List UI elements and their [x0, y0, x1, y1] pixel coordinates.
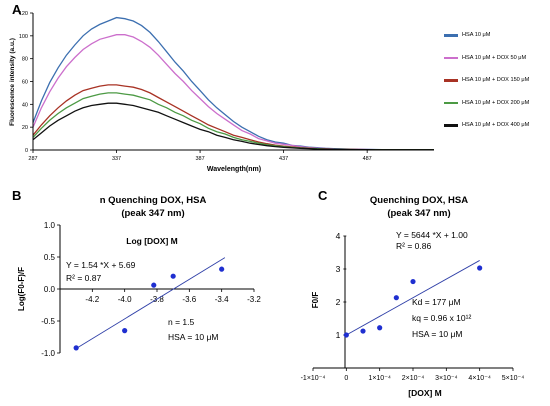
log-quenching-x-tick-label: -3.2 [247, 295, 261, 304]
stern-volmer-equation: Y = 5644 *X + 1.00 [396, 230, 468, 240]
log-quenching-x-tick-label: -3.6 [182, 295, 196, 304]
log-quenching-fit-line-group [75, 257, 226, 349]
log-quenching-x-ticks: -4.2 -4.0 -3.8 -3.6 -3.4 -3.2 [85, 289, 261, 304]
log-quenching-y-tick-label: 0.5 [44, 253, 56, 262]
spectra-y-tick-label: 60 [22, 80, 28, 86]
log-quenching-point [73, 345, 79, 351]
stern-volmer-r2: R² = 0.86 [396, 241, 431, 251]
log-quenching-points [73, 266, 225, 351]
spectra-y-tick-label: 80 [22, 57, 28, 63]
legend-label: HSA 10 μM [462, 32, 491, 39]
stern-volmer-x-tick-label: -1×10⁻⁴ [301, 375, 326, 382]
spectra-x-tick-label: 387 [195, 156, 204, 162]
legend-item-1: HSA 10 μM [444, 24, 548, 47]
legend-item-4: HSA 10 μM + DOX 200 μM [444, 92, 548, 115]
legend-label: HSA 10 μM + DOX 50 μM [462, 54, 527, 61]
stern-volmer-x-tick-label: 0 [344, 375, 348, 382]
spectra-legend: HSA 10 μM HSA 10 μM + DOX 50 μM HSA 10 μM … [444, 24, 548, 137]
spectra-x-tick-label: 287 [28, 156, 37, 162]
log-quenching-y-axis-label: Log(F0-F)/F [17, 267, 26, 311]
spectra-y-tick-label: 120 [19, 11, 28, 17]
log-quenching-title: n Quenching DOX, HSA [100, 195, 207, 206]
log-quenching-subtitle: (peak 347 nm) [121, 208, 184, 219]
legend-label: HSA 10 μM + DOX 200 μM [462, 99, 530, 106]
stern-volmer-fit-line [346, 260, 480, 336]
legend-label: HSA 10 μM + DOX 150 μM [462, 77, 530, 84]
spectra-y-tick-label: 20 [22, 125, 28, 131]
spectra-x-tick-label: 487 [363, 156, 372, 162]
spectra-x-tick-label: 437 [279, 156, 288, 162]
log-quenching-point [219, 266, 225, 272]
legend-swatch [444, 56, 458, 59]
log-quenching-y-ticks: 1.0 0.5 0.0 -0.5 -1.0 [41, 221, 60, 358]
stern-volmer-x-tick-label: 1×10⁻⁴ [368, 375, 390, 382]
stern-volmer-x-tick-label: 3×10⁻⁴ [435, 375, 457, 382]
stern-volmer-y-axis-label: F0/F [311, 292, 320, 309]
stern-volmer-point [410, 278, 416, 285]
log-quenching-y-tick-label: 0.0 [44, 285, 56, 294]
stern-volmer-points [343, 265, 483, 338]
spectra-y-tick-label: 40 [22, 102, 28, 108]
stern-volmer-point [477, 265, 483, 271]
log-quenching-y-tick-label: 1.0 [44, 221, 56, 230]
stern-volmer-x-ticks: -1×10⁻⁴ 0 1×10⁻⁴ 2×10⁻⁴ 3×10⁻⁴ 4×10⁻⁴ 5×10⁻⁴ [301, 368, 524, 382]
log-quenching-x-axis-label: Log [DOX] M [126, 236, 177, 246]
spectra-y-axis-label: Fluorescence intensity (a.u.) [9, 38, 16, 126]
stern-volmer-kd: Kd = 177 μM [412, 297, 461, 307]
stern-volmer-y-tick-label: 3 [336, 264, 341, 274]
panel-b-letter: B [12, 188, 22, 203]
stern-volmer-fit-line-group [346, 260, 480, 336]
log-quenching-y-tick-label: -0.5 [41, 317, 55, 326]
stern-volmer-title: Quenching DOX, HSA [370, 195, 468, 206]
log-quenching-hsa-annotation: HSA = 10 μM [168, 332, 219, 342]
legend-swatch [444, 34, 458, 37]
stern-volmer-x-tick-label: 2×10⁻⁴ [402, 375, 424, 382]
stern-volmer-x-axis-label: [DOX] M [408, 388, 442, 398]
log-quenching-x-tick-label: -4.2 [85, 295, 99, 304]
stern-volmer-y-tick-label: 4 [336, 231, 341, 241]
log-quenching-point [170, 273, 176, 279]
spectra-x-ticks: 287 337 387 437 487 [28, 150, 372, 162]
legend-item-2: HSA 10 μM + DOX 50 μM [444, 47, 548, 70]
stern-volmer-y-tick-label: 2 [336, 297, 341, 307]
log-quenching-fit-line [75, 257, 226, 349]
log-quenching-x-tick-label: -3.8 [150, 295, 164, 304]
stern-volmer-point [360, 328, 366, 334]
spectra-x-axis-label: Wavelength(nm) [207, 166, 261, 173]
log-quenching-n-annotation: n = 1.5 [168, 317, 195, 327]
log-quenching-x-tick-label: -4.0 [118, 295, 132, 304]
log-quenching-y-tick-label: -1.0 [41, 349, 55, 358]
stern-volmer-x-tick-label: 5×10⁻⁴ [502, 375, 524, 382]
spectra-x-tick-label: 337 [112, 156, 121, 162]
log-quenching-point [122, 328, 128, 334]
log-quenching-point [151, 282, 157, 288]
panel-a-letter: A [12, 2, 22, 17]
legend-swatch [444, 101, 458, 104]
panel-c-letter: C [318, 188, 328, 203]
log-quenching-r2: R² = 0.87 [66, 273, 101, 283]
legend-label: HSA 10 μM + DOX 400 μM [462, 122, 530, 129]
legend-swatch [444, 79, 458, 82]
spectra-y-ticks: 0 20 40 60 80 100 120 [19, 11, 33, 154]
log-quenching-equation: Y = 1.54 *X + 5.69 [66, 260, 136, 270]
spectra-y-tick-label: 0 [25, 148, 28, 154]
stern-volmer-y-tick-label: 1 [336, 330, 341, 340]
legend-item-3: HSA 10 μM + DOX 150 μM [444, 69, 548, 92]
stern-volmer-subtitle: (peak 347 nm) [387, 208, 450, 219]
legend-item-5: HSA 10 μM + DOX 400 μM [444, 114, 548, 137]
stern-volmer-point [377, 325, 383, 331]
stern-volmer-point [343, 332, 349, 338]
stern-volmer-hsa: HSA = 10 μM [412, 329, 463, 339]
stern-volmer-x-tick-label: 4×10⁻⁴ [468, 375, 490, 382]
legend-swatch [444, 124, 458, 127]
log-quenching-x-tick-label: -3.4 [215, 295, 229, 304]
stern-volmer-kq: kq = 0.96 x 10¹² [412, 313, 471, 323]
spectra-y-tick-label: 100 [19, 34, 28, 40]
stern-volmer-point [393, 295, 399, 301]
